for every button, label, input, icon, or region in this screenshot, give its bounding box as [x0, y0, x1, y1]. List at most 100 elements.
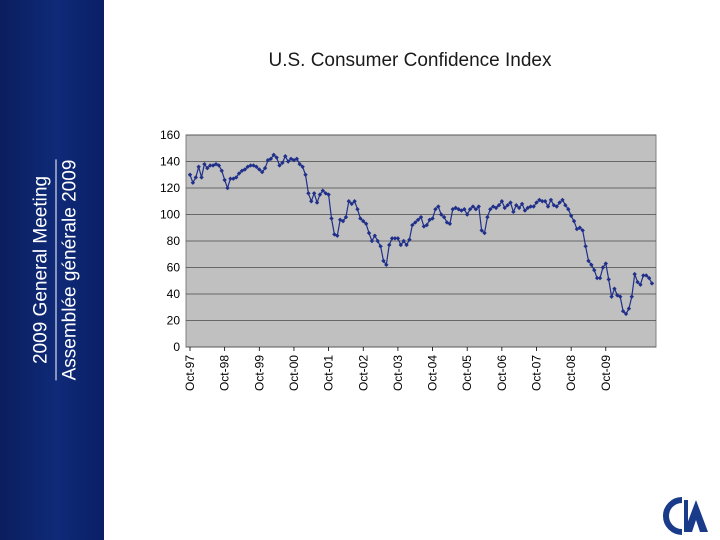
data-point	[381, 258, 386, 264]
data-point	[190, 180, 196, 185]
data-point	[554, 204, 559, 209]
data-point	[196, 164, 201, 169]
data-point	[470, 204, 476, 209]
data-point	[358, 216, 363, 221]
x-tick-label: Oct-04	[426, 355, 440, 391]
data-point	[277, 163, 282, 168]
data-point	[257, 167, 262, 172]
data-point	[592, 267, 597, 273]
data-point	[231, 176, 236, 181]
meeting-label: 2009 General Meeting Assemblée générale …	[30, 159, 83, 381]
data-point	[467, 207, 473, 212]
data-point	[488, 207, 493, 212]
x-tick-label: Oct-00	[287, 355, 301, 391]
data-point	[398, 242, 403, 248]
data-point	[384, 262, 389, 268]
data-point	[268, 156, 274, 162]
data-point	[415, 217, 421, 222]
meeting-label-english: 2009 General Meeting	[30, 175, 52, 365]
x-tick-label: Oct-09	[599, 355, 613, 391]
data-point	[271, 152, 276, 158]
data-point	[496, 203, 502, 208]
data-point	[615, 293, 620, 298]
y-tick-label: 0	[173, 340, 180, 354]
chart-gridlines	[185, 134, 657, 348]
x-tick-label: Oct-99	[252, 355, 266, 391]
y-tick-label: 120	[160, 181, 180, 195]
data-point	[280, 160, 285, 166]
data-point	[216, 163, 222, 168]
data-point	[433, 207, 438, 212]
data-point	[208, 163, 213, 168]
data-point	[349, 201, 354, 207]
data-point	[335, 233, 340, 238]
data-point	[303, 172, 308, 177]
data-point	[473, 207, 479, 212]
data-point	[623, 311, 629, 317]
meeting-label-divider	[55, 159, 57, 381]
data-point	[199, 175, 204, 180]
y-tick-label: 140	[160, 155, 180, 169]
data-point	[528, 204, 533, 209]
data-point	[649, 281, 655, 286]
data-point	[213, 161, 219, 167]
x-tick-label: Oct-07	[530, 355, 544, 391]
data-point	[430, 216, 435, 221]
y-tick-label: 160	[160, 128, 180, 142]
data-point	[462, 207, 467, 212]
data-point	[629, 294, 634, 299]
data-point	[606, 277, 611, 282]
y-tick-label: 80	[167, 234, 181, 248]
y-tick-label: 20	[167, 314, 181, 328]
data-point	[236, 171, 242, 176]
data-point	[297, 161, 302, 167]
data-point	[447, 221, 453, 226]
data-point	[436, 204, 441, 209]
x-tick-label: Oct-97	[183, 355, 197, 391]
data-point	[583, 244, 588, 249]
x-tick-label: Oct-05	[460, 355, 474, 391]
data-point	[600, 265, 606, 270]
data-point	[378, 244, 383, 249]
x-axis-ticks: Oct-97 Oct-98 Oct-99 Oct-00 Oct-01 Oct-02 Oct-…	[183, 347, 613, 391]
data-point	[294, 156, 300, 162]
data-point	[404, 242, 409, 248]
data-point	[355, 207, 360, 212]
data-point	[395, 236, 401, 241]
data-point	[635, 279, 640, 285]
cia-logo-icon	[663, 497, 708, 535]
data-point	[597, 275, 603, 281]
data-point	[320, 188, 326, 193]
data-point	[317, 192, 323, 197]
y-tick-label: 40	[167, 287, 181, 301]
data-point	[519, 201, 525, 207]
data-point	[274, 155, 279, 160]
y-tick-label: 60	[167, 261, 181, 275]
data-point	[329, 216, 334, 221]
data-point	[387, 242, 392, 248]
data-point	[577, 225, 583, 230]
data-point	[285, 159, 291, 164]
data-point	[482, 230, 487, 236]
data-point	[534, 200, 539, 205]
data-point	[620, 309, 626, 314]
data-point	[508, 200, 513, 205]
data-point	[563, 203, 568, 208]
data-point	[372, 233, 377, 238]
data-point	[557, 200, 562, 205]
data-point	[407, 237, 412, 242]
data-point	[346, 199, 352, 204]
data-point	[262, 165, 268, 171]
data-point	[366, 230, 372, 236]
data-point	[413, 220, 418, 225]
data-point	[254, 164, 259, 169]
data-point	[514, 203, 519, 208]
data-point	[375, 238, 380, 244]
data-point	[306, 191, 311, 196]
data-point	[193, 175, 198, 180]
y-tick-label: 100	[160, 208, 180, 222]
sidebar-banner: 2009 General Meeting Assemblée générale …	[0, 0, 104, 540]
data-point	[644, 273, 649, 278]
data-point	[392, 236, 398, 241]
data-point	[485, 214, 490, 220]
